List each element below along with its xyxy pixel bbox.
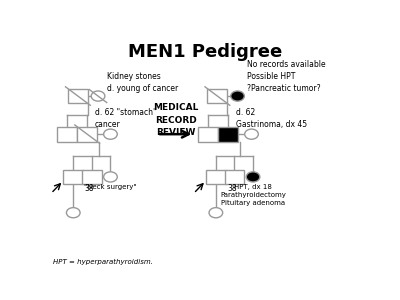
Text: HPT = hyperparathyroidism.: HPT = hyperparathyroidism. [53,259,153,265]
Text: 38: 38 [85,184,94,193]
Text: Kidney stones
d. young of cancer: Kidney stones d. young of cancer [107,72,178,93]
Circle shape [104,129,117,139]
Bar [224,169,244,184]
Circle shape [246,172,260,182]
Text: d. 62 "stomach"
cancer: d. 62 "stomach" cancer [95,108,156,129]
Bar [82,169,102,184]
Text: 38: 38 [227,184,237,193]
Bar [218,127,238,142]
Bar [208,89,227,104]
Text: d. 62
Gastrinoma, dx 45: d. 62 Gastrinoma, dx 45 [236,108,307,129]
Circle shape [104,172,117,182]
Circle shape [91,91,105,101]
Text: "Neck surgery": "Neck surgery" [84,184,137,190]
Circle shape [245,129,258,139]
Bar [63,169,83,184]
Circle shape [66,208,80,218]
Text: MEDICAL
RECORD
REVIEW: MEDICAL RECORD REVIEW [153,103,198,137]
Text: HPT, dx 18
Parathyroidectomy
Pituitary adenoma: HPT, dx 18 Parathyroidectomy Pituitary a… [220,184,286,206]
Bar [198,127,218,142]
Circle shape [231,91,244,101]
Bar [57,127,77,142]
Bar [68,89,88,104]
Text: MEN1 Pedigree: MEN1 Pedigree [128,43,282,61]
Bar [206,169,226,184]
Text: No records available
Possible HPT
?Pancreatic tumor?: No records available Possible HPT ?Pancr… [247,60,326,93]
Bar [77,127,97,142]
Circle shape [209,208,223,218]
